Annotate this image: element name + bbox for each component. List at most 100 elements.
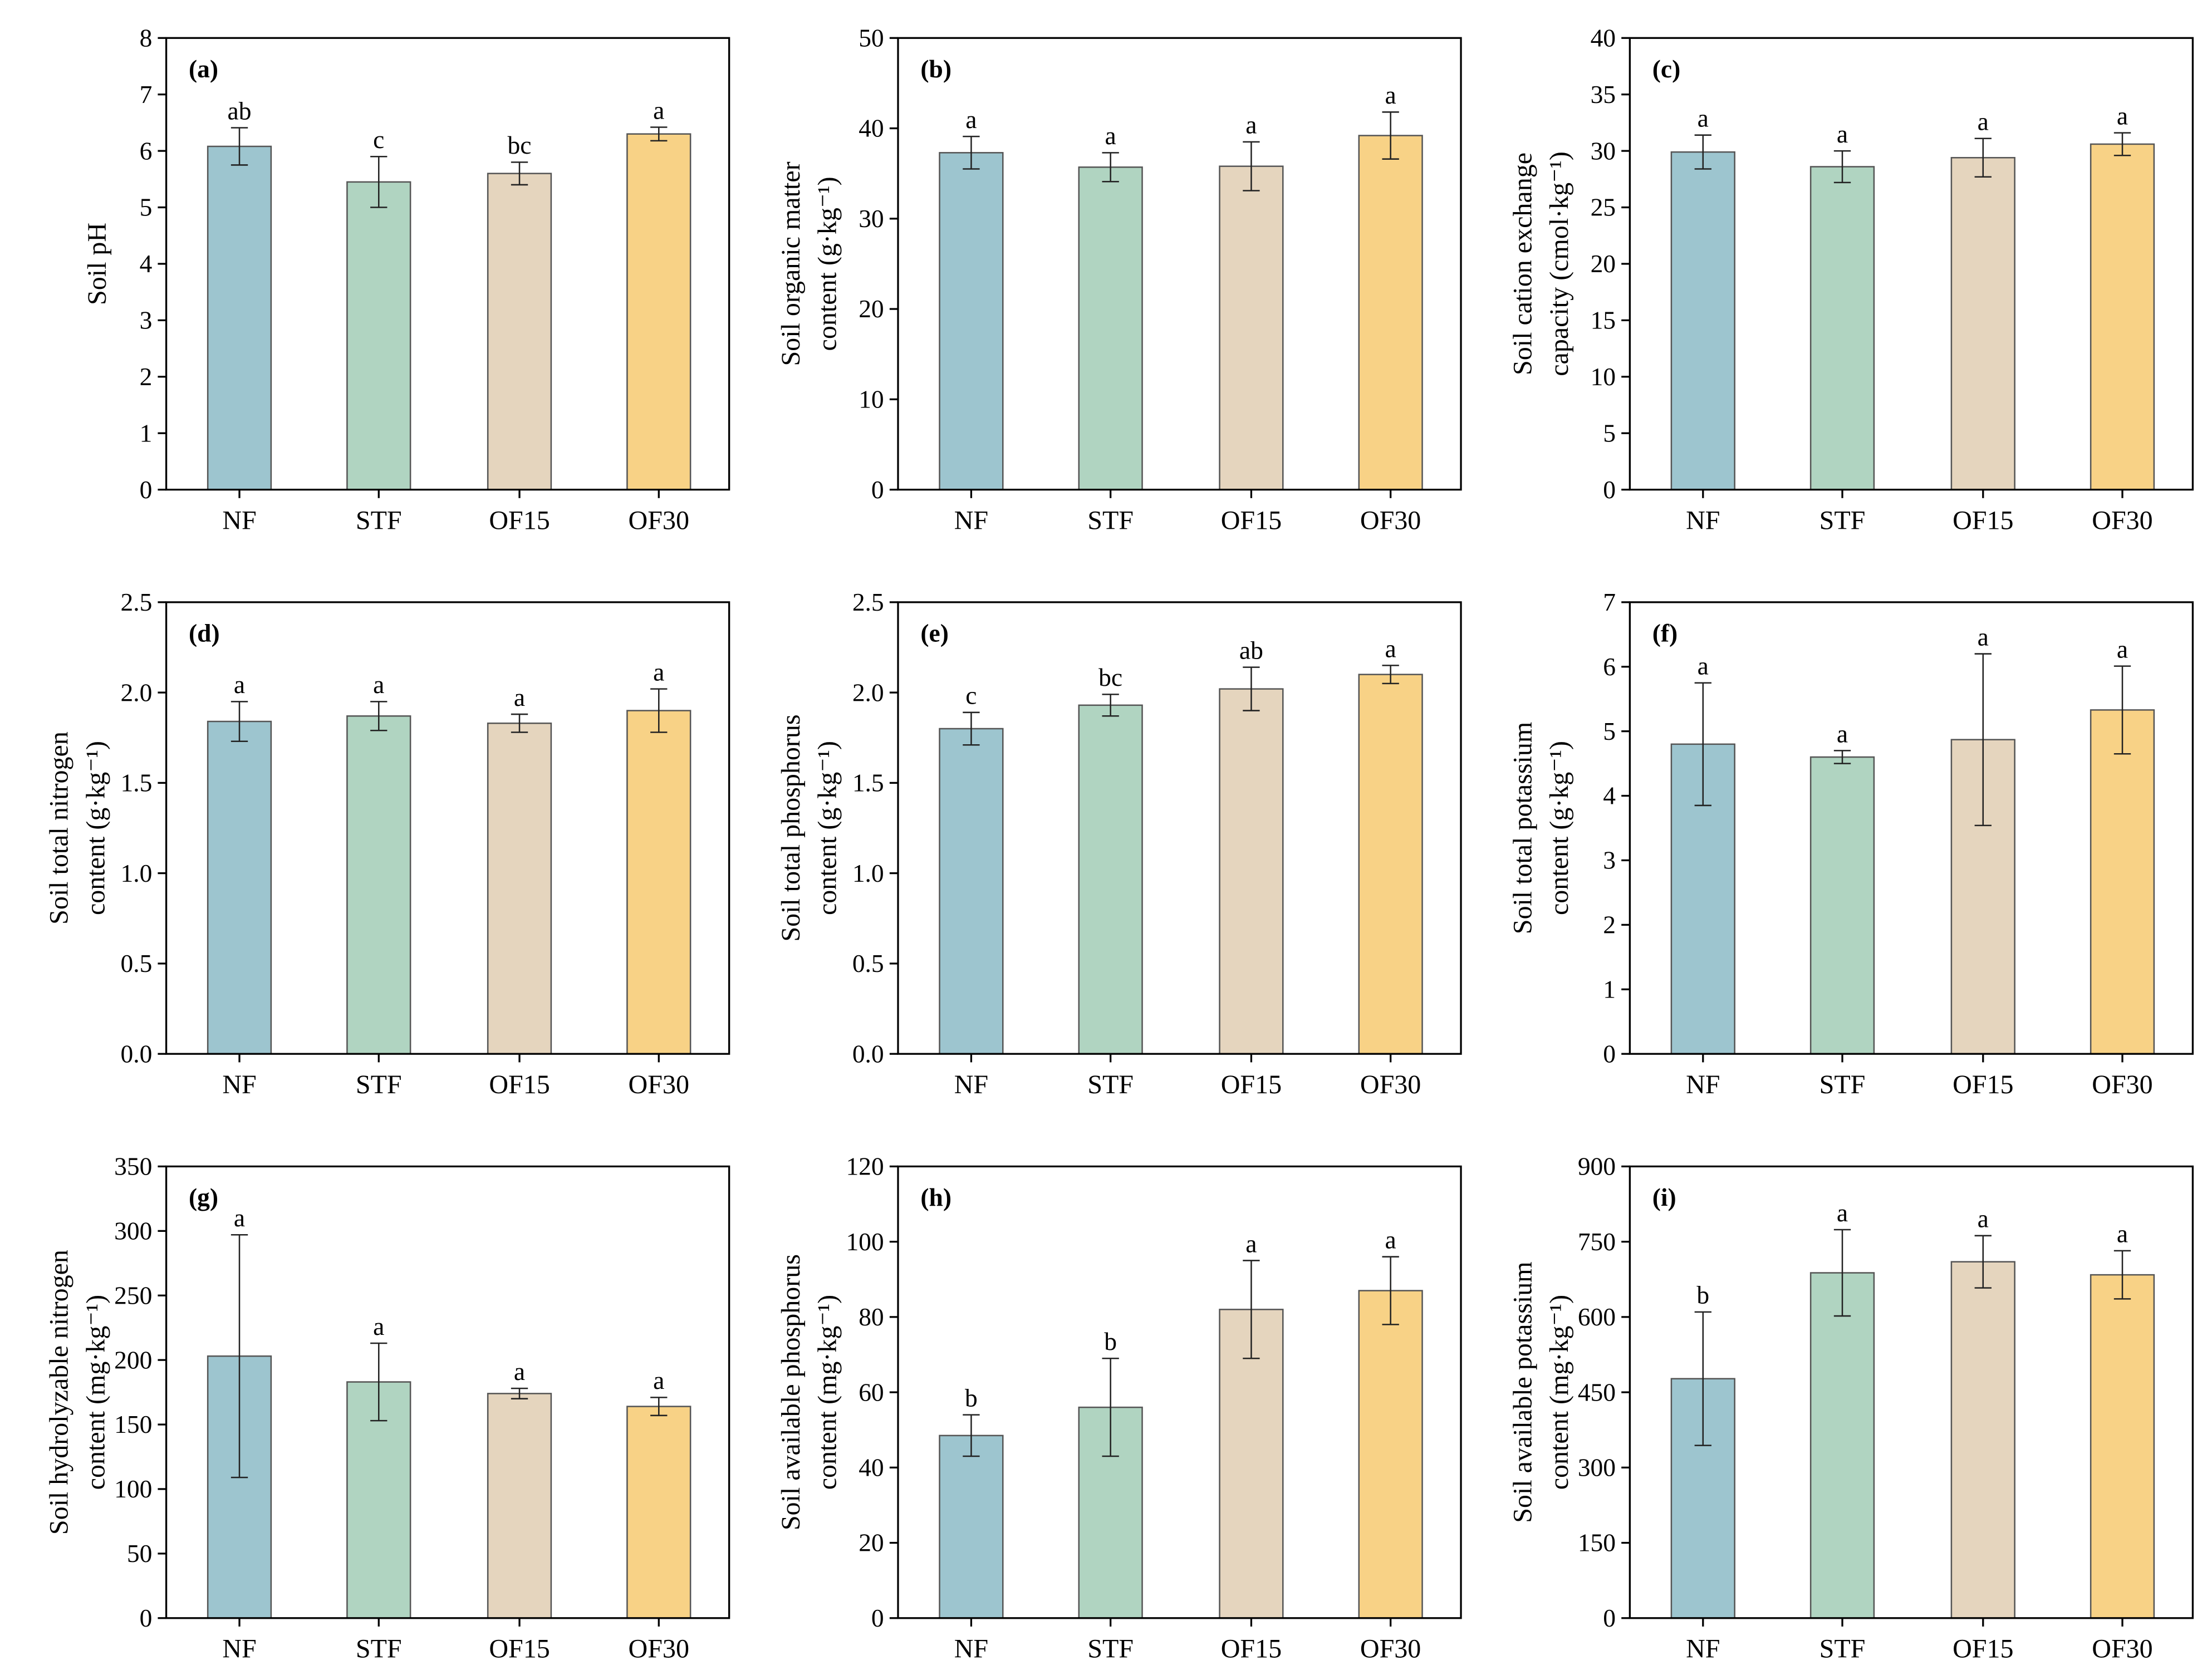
- bar-of15: [1219, 688, 1284, 1055]
- x-tick-label: NF: [1686, 505, 1720, 535]
- panel-label: (d): [189, 619, 220, 647]
- panel-label: (c): [1652, 55, 1680, 83]
- significance-letter: a: [1978, 1205, 1989, 1233]
- significance-letter: a: [1978, 107, 1989, 136]
- x-tick-label: OF15: [1221, 505, 1282, 535]
- y-tick-label: 350: [114, 1152, 152, 1181]
- y-axis-label: content (g·kg⁻¹): [813, 741, 842, 915]
- bar-of15: [487, 723, 552, 1055]
- y-tick-label: 20: [859, 1529, 884, 1557]
- x-tick-label: OF30: [629, 1070, 689, 1099]
- y-tick-label: 30: [1591, 136, 1616, 165]
- y-tick-label: 2.5: [852, 588, 884, 616]
- bar-nf: [207, 720, 272, 1055]
- y-axis-label: capacity (cmol·kg⁻¹): [1544, 151, 1574, 376]
- bar-stf: [1809, 166, 1875, 490]
- significance-letter: a: [1385, 634, 1396, 662]
- y-tick-label: 20: [1591, 249, 1616, 278]
- bar-of30: [2090, 143, 2155, 490]
- bar-stf: [1078, 704, 1143, 1055]
- y-tick-label: 0: [140, 1604, 153, 1632]
- y-tick-label: 0: [1603, 1039, 1616, 1068]
- x-tick-label: OF15: [1221, 1070, 1282, 1099]
- plot-frame: [165, 1165, 730, 1619]
- x-tick-label: OF15: [489, 1634, 550, 1664]
- chart-panel-i: b NF a STF a OF15 a OF30 0 150 300 450 600 750 900 (i) S…: [1508, 1152, 2194, 1664]
- bar-of15: [1950, 156, 2015, 490]
- significance-letter: a: [653, 96, 664, 124]
- bar-of30: [626, 710, 691, 1055]
- significance-letter: a: [965, 105, 977, 134]
- y-tick-label: 20: [859, 294, 884, 323]
- x-tick-label: OF30: [629, 1634, 689, 1664]
- y-tick-label: 100: [846, 1227, 884, 1256]
- y-tick-label: 150: [1578, 1529, 1616, 1557]
- bar-nf: [939, 1435, 1004, 1619]
- y-tick-label: 0: [1603, 475, 1616, 504]
- y-tick-label: 50: [859, 23, 884, 52]
- y-axis-label: Soil pH: [82, 223, 112, 305]
- chart-panel-c: a NF a STF a OF15 a OF30 0 5 10 15 20 25 30 35 40 (c) Soil…: [1508, 23, 2194, 535]
- y-axis-label: Soil total nitrogen: [45, 731, 74, 925]
- plot-frame: [897, 601, 1462, 1055]
- panel-label: (b): [920, 55, 952, 83]
- y-axis-label: content (g·kg⁻¹): [81, 741, 110, 915]
- bar-of15: [1219, 1309, 1284, 1619]
- y-tick-label: 0: [140, 475, 153, 504]
- significance-letter: a: [1837, 120, 1848, 148]
- bar-stf: [346, 715, 411, 1055]
- significance-letter: bc: [1098, 663, 1122, 691]
- x-tick-label: NF: [222, 1070, 256, 1099]
- chart-panel-a: ab NF c STF bc OF15 a OF30 0 1 2 3 4 5 6 7 8 (a) Soil pH: [82, 23, 730, 535]
- significance-letter: a: [1385, 1226, 1396, 1254]
- significance-letter: a: [2117, 1220, 2128, 1248]
- y-tick-label: 200: [114, 1345, 152, 1374]
- y-axis-label: Soil organic matter: [776, 161, 806, 366]
- y-tick-label: 2.5: [120, 588, 152, 616]
- significance-letter: b: [1104, 1327, 1117, 1355]
- x-tick-label: NF: [222, 505, 256, 535]
- y-tick-label: 0.5: [852, 949, 884, 977]
- significance-letter: a: [1385, 81, 1396, 109]
- x-tick-label: STF: [1087, 505, 1134, 535]
- significance-letter: a: [1978, 622, 1989, 651]
- bar-nf: [939, 152, 1004, 490]
- chart-panel-b: a NF a STF a OF15 a OF30 0 10 20 30 40 50 (b) Soil orga…: [776, 23, 1462, 535]
- y-axis-label: content (g·kg⁻¹): [813, 176, 842, 351]
- y-tick-label: 1.5: [120, 769, 152, 797]
- y-tick-label: 0.0: [852, 1039, 884, 1068]
- bar-of30: [1358, 674, 1423, 1055]
- y-tick-label: 1.0: [120, 859, 152, 887]
- panel-label: (f): [1652, 619, 1678, 647]
- plot-frame: [1629, 601, 2194, 1055]
- y-axis-label: Soil total potassium: [1508, 722, 1537, 934]
- significance-letter: a: [1698, 104, 1709, 132]
- y-tick-label: 2: [1603, 911, 1616, 939]
- significance-letter: c: [965, 681, 977, 710]
- significance-letter: a: [1837, 719, 1848, 748]
- y-tick-label: 0: [1603, 1604, 1616, 1632]
- y-tick-label: 8: [140, 23, 153, 52]
- x-tick-label: STF: [356, 1070, 402, 1099]
- bar-of30: [2090, 709, 2155, 1055]
- bar-of30: [1358, 1290, 1423, 1619]
- y-tick-label: 6: [140, 136, 153, 165]
- y-tick-label: 40: [1591, 23, 1616, 52]
- y-tick-label: 4: [140, 249, 153, 278]
- y-tick-label: 25: [1591, 193, 1616, 222]
- y-axis-label: Soil available phosphorus: [776, 1254, 806, 1530]
- y-tick-label: 7: [140, 80, 153, 109]
- x-tick-label: OF15: [1221, 1634, 1282, 1664]
- bar-stf: [1809, 1272, 1875, 1619]
- bar-of15: [487, 1393, 552, 1619]
- bar-of15: [487, 173, 552, 490]
- x-tick-label: STF: [1819, 1070, 1866, 1099]
- y-tick-label: 100: [114, 1475, 152, 1503]
- significance-letter: a: [2117, 635, 2128, 663]
- x-tick-label: NF: [954, 1634, 988, 1664]
- panel-label: (i): [1652, 1183, 1676, 1211]
- panel-label: (e): [920, 619, 948, 647]
- y-tick-label: 35: [1591, 80, 1616, 109]
- y-tick-label: 15: [1591, 306, 1616, 335]
- bar-stf: [1809, 756, 1875, 1055]
